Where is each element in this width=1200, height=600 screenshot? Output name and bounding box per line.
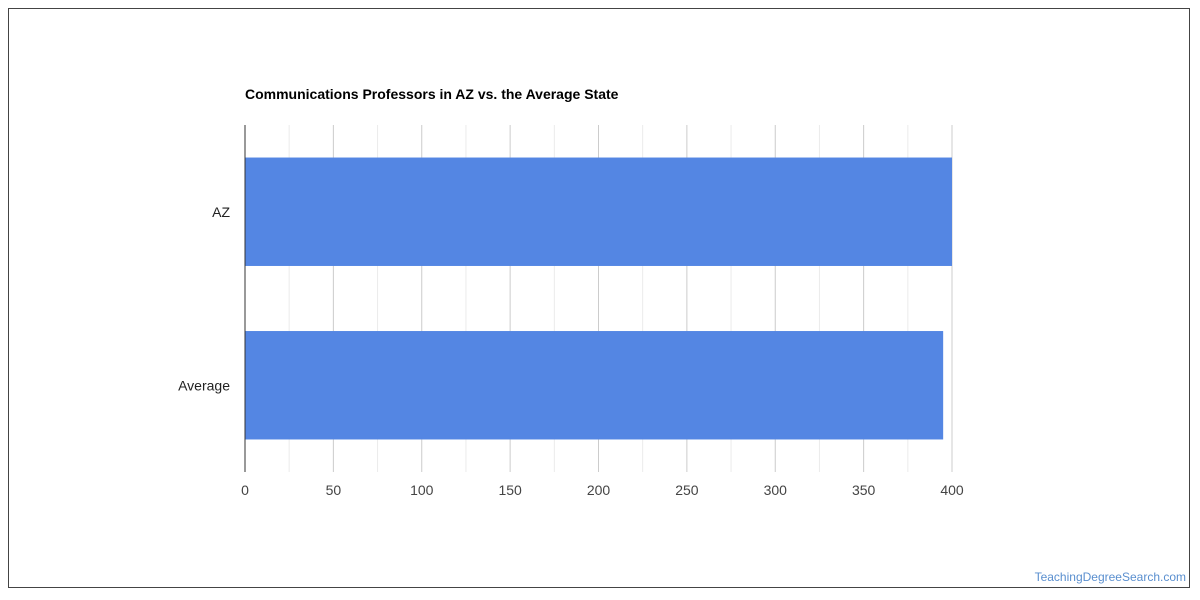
x-tick-label: 150 — [498, 482, 522, 498]
x-tick-label: 250 — [675, 482, 699, 498]
x-tick-label: 300 — [764, 482, 788, 498]
x-tick-label: 0 — [241, 482, 249, 498]
x-tick-label: 100 — [410, 482, 434, 498]
x-tick-label: 350 — [852, 482, 876, 498]
category-label: AZ — [212, 204, 230, 220]
bars — [245, 157, 952, 440]
bar-average — [245, 331, 944, 440]
category-labels: AZ Average — [178, 204, 230, 394]
watermark-link[interactable]: TeachingDegreeSearch.com — [1034, 570, 1186, 584]
bar-az — [245, 157, 952, 266]
x-tick-label: 200 — [587, 482, 611, 498]
x-tick-label: 400 — [940, 482, 964, 498]
x-tick-label: 50 — [326, 482, 342, 498]
category-label: Average — [178, 377, 230, 393]
x-tick-labels: 0 50 100 150 200 250 300 350 400 — [241, 482, 964, 498]
chart-title: Communications Professors in AZ vs. the … — [245, 86, 619, 102]
